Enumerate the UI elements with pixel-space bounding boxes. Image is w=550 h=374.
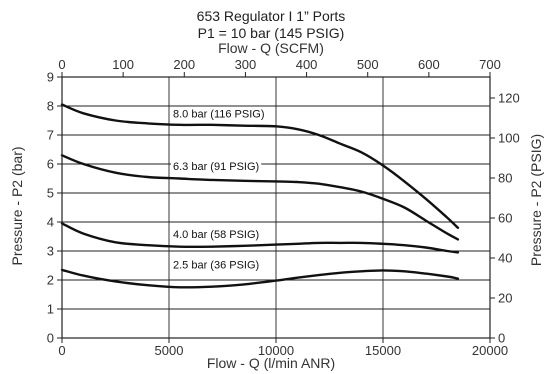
x2-tick-label: 200 [173,57,195,72]
y-tick-label: 7 [47,128,54,143]
x2-tick-label: 0 [58,57,65,72]
y2-tick-label: 60 [498,211,512,226]
series-line-3 [60,268,460,289]
series-labels: 8.0 bar (116 PSIG) 6.3 bar (91 PSIG) 4.0 b… [171,107,267,273]
y2-tick-label: 100 [498,131,520,146]
x2-tick-label: 700 [479,57,501,72]
series-label-0: 8.0 bar (116 PSIG) [173,109,265,121]
x-tick-label: 0 [58,343,65,358]
series-label-1: 6.3 bar (91 PSIG) [173,161,259,173]
y-tick-label: 1 [47,302,54,317]
x2-tick-label: 500 [357,57,379,72]
y-tick-label: 0 [47,331,54,346]
y-tick-label: 3 [47,244,54,259]
x-tick-label: 10000 [258,343,294,358]
series-label-3: 2.5 bar (36 PSIG) [173,259,259,271]
series-label-bg-0 [171,107,267,122]
curves [60,103,460,289]
series-line-2 [60,222,460,254]
chart-title: 653 Regulator I 1” Ports [197,8,346,24]
series-line-0 [60,103,460,229]
x-tick-label: 20000 [472,343,508,358]
series-label-bg-3 [171,258,262,273]
x2-axis-title: Flow - Q (SCFM) [218,40,324,56]
y2-tick-label: 20 [498,291,512,306]
x-tick-label: 15000 [365,343,401,358]
y-tick-label: 2 [47,273,54,288]
y-tick-label: 8 [47,99,54,114]
x2-tick-label: 300 [235,57,257,72]
y-tick-label: 5 [47,186,54,201]
x2-tick-label: 400 [296,57,318,72]
y2-tick-label: 80 [498,171,512,186]
y-tick-label: 4 [47,215,54,230]
x2-tick-label: 100 [112,57,134,72]
y2-tick-label: 120 [498,91,520,106]
y2-tick-label: 0 [498,331,505,346]
series-label-2: 4.0 bar (58 PSIG) [173,229,259,241]
series-label-bg-1 [171,159,262,174]
y2-tick-label: 40 [498,251,512,266]
x2-tick-label: 600 [418,57,440,72]
x-tick-label: 5000 [155,343,184,358]
grid [61,77,491,338]
series-line-1 [60,154,460,241]
chart-subtitle: P1 = 10 bar (145 PSIG) [198,25,345,41]
y-tick-label: 9 [47,70,54,85]
series-label-bg-2 [171,227,262,242]
x-axis-title: Flow - Q (l/min ANR) [207,355,335,371]
y-axis-title: Pressure - P2 (bar) [9,146,25,265]
y-tick-label: 6 [47,157,54,172]
y2-axis-title: Pressure - P2 (PSIG) [528,134,544,266]
